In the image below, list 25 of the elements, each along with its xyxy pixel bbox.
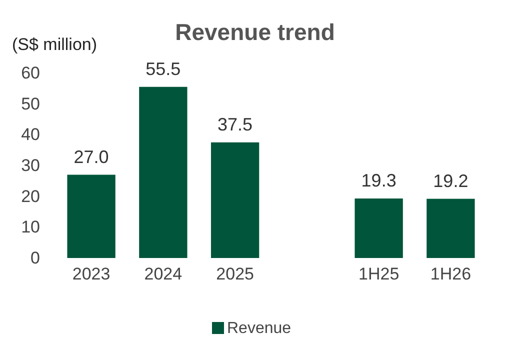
bar (426, 198, 475, 258)
x-tick-label: 1H26 (430, 264, 472, 284)
legend-label: Revenue (227, 320, 292, 337)
y-tick-label: 30 (21, 156, 40, 175)
data-label: 19.3 (361, 170, 396, 190)
x-tick-label: 2025 (216, 264, 254, 284)
x-tick-label: 2024 (144, 264, 182, 284)
data-label: 27.0 (74, 146, 109, 167)
bar (67, 174, 116, 258)
data-label: 19.2 (433, 170, 468, 191)
y-tick-label: 60 (21, 63, 40, 82)
y-tick-label: 50 (21, 94, 40, 114)
y-tick-label: 0 (30, 248, 40, 268)
data-label: 37.5 (218, 114, 253, 134)
data-label: 55.5 (146, 58, 181, 79)
y-axis-title: (S$ million) (12, 35, 98, 54)
x-tick-label: 1H25 (358, 264, 400, 284)
bar (210, 142, 260, 258)
chart-title: Revenue trend (175, 19, 335, 45)
y-tick-label: 10 (21, 218, 40, 237)
y-tick-label: 40 (21, 125, 40, 144)
bar (354, 198, 403, 258)
y-tick-label: 20 (21, 186, 40, 206)
bar (139, 86, 188, 258)
x-tick-label: 2023 (72, 264, 110, 284)
